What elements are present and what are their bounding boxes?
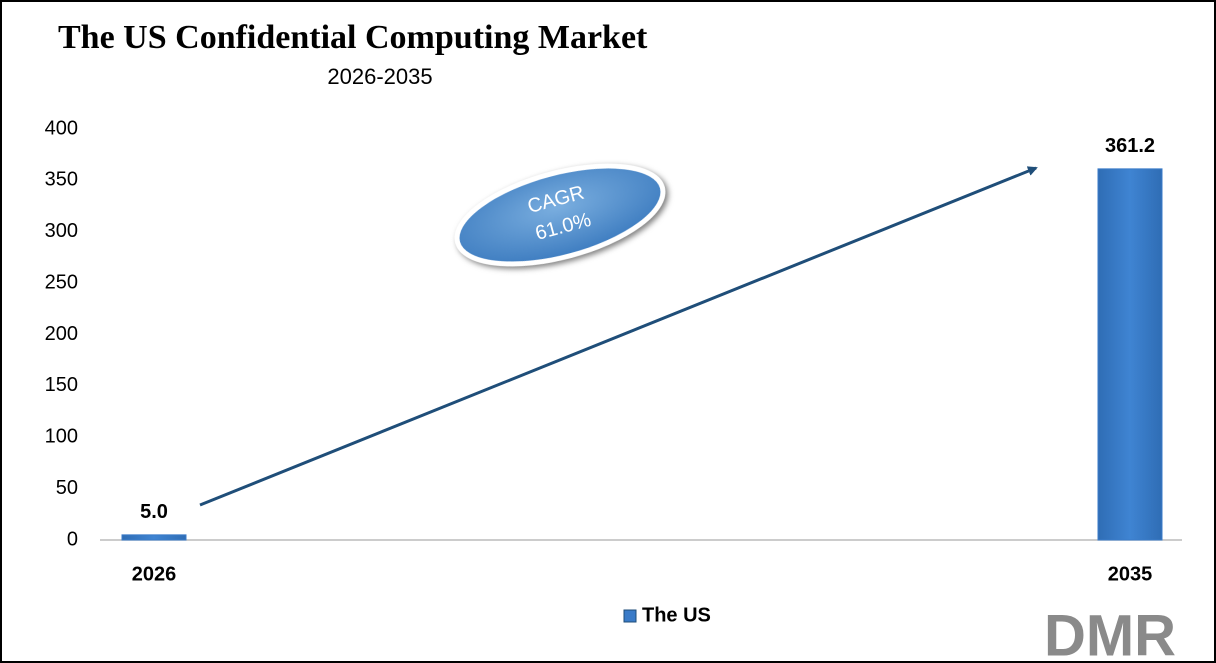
x-tick-label: 2035	[1108, 563, 1153, 585]
y-tick-label: 350	[45, 169, 78, 191]
trend-arrow	[199, 166, 1038, 507]
logo: DMR	[1044, 603, 1176, 663]
legend-label: The US	[642, 604, 711, 626]
bar	[1097, 168, 1163, 541]
data-label: 361.2	[1105, 135, 1155, 157]
data-label: 5.0	[140, 501, 168, 523]
legend-swatch	[623, 609, 637, 623]
y-tick-label: 200	[45, 323, 78, 345]
cagr-badge: CAGR 61.0%	[454, 163, 666, 267]
y-tick-label: 150	[45, 374, 78, 396]
y-tick-label: 100	[45, 426, 78, 448]
chart-subtitle: 2026-2035	[327, 64, 432, 89]
y-tick-label: 0	[67, 528, 78, 550]
chart-title: The US Confidential Computing Market	[58, 19, 648, 56]
y-tick-label: 300	[45, 220, 78, 242]
cagr-ellipse	[454, 163, 666, 267]
x-tick-label: 2026	[132, 563, 177, 585]
y-tick-label: 50	[56, 477, 78, 499]
y-tick-label: 400	[45, 117, 78, 139]
bar	[121, 534, 187, 541]
y-tick-label: 250	[45, 271, 78, 293]
